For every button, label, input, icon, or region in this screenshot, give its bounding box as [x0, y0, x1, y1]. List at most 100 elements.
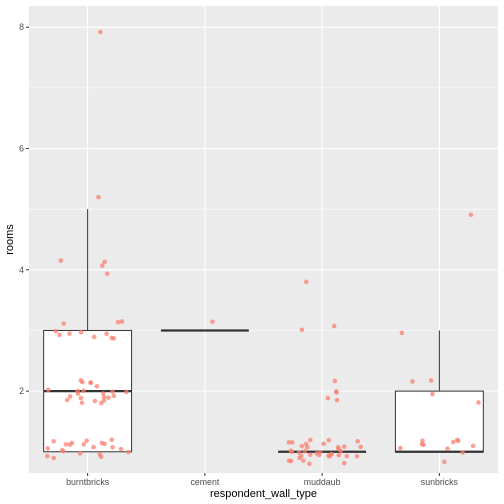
x-tick-label: muddaub: [304, 477, 341, 487]
data-point: [45, 446, 51, 451]
data-point: [307, 437, 313, 443]
data-point: [286, 440, 292, 445]
data-point: [307, 461, 312, 467]
data-point: [296, 450, 302, 455]
data-point: [428, 378, 434, 383]
data-point: [115, 319, 121, 325]
jitter-points: [45, 29, 481, 467]
data-point: [329, 451, 334, 457]
data-point: [91, 334, 97, 340]
data-point: [326, 437, 332, 443]
data-point: [341, 444, 347, 449]
data-point: [460, 450, 465, 455]
data-point: [51, 438, 56, 444]
data-point: [100, 263, 105, 268]
data-point: [303, 441, 309, 447]
data-point: [302, 448, 307, 454]
data-point: [67, 331, 72, 336]
data-point: [57, 332, 62, 338]
data-point: [334, 397, 340, 403]
x-tick-label: burntbricks: [66, 477, 110, 487]
data-point: [332, 378, 338, 384]
box-burntbricks: [43, 209, 133, 453]
y-tick-label: 8: [19, 22, 24, 32]
data-point: [102, 259, 107, 265]
data-point: [445, 446, 450, 452]
data-point: [468, 212, 474, 218]
data-point: [78, 329, 84, 335]
data-point: [111, 393, 117, 399]
x-axis-ticks: burntbricks cement muddaub sunbricks: [66, 473, 459, 487]
data-point: [358, 444, 363, 450]
data-point: [101, 394, 107, 400]
data-point: [88, 380, 94, 385]
data-point: [109, 437, 115, 443]
data-point: [288, 458, 294, 464]
data-point: [119, 319, 125, 324]
data-point: [81, 388, 86, 394]
data-point: [314, 451, 319, 456]
data-point: [100, 391, 106, 396]
box-sunbricks: [394, 330, 484, 453]
data-point: [110, 389, 115, 394]
data-point: [53, 328, 59, 334]
data-point: [94, 383, 100, 389]
data-point: [354, 453, 360, 459]
x-tick-label: cement: [190, 477, 219, 487]
box-rect: [394, 390, 484, 453]
data-point: [102, 441, 108, 447]
data-point: [297, 455, 302, 461]
data-point: [450, 439, 456, 445]
data-point: [299, 443, 305, 449]
data-point: [58, 258, 64, 263]
data-point: [77, 451, 83, 456]
data-point: [97, 451, 103, 457]
data-point: [84, 438, 89, 444]
data-point: [289, 440, 295, 445]
data-point: [75, 391, 81, 396]
data-point: [419, 441, 425, 447]
x-axis-title: respondent_wall_type: [210, 488, 317, 500]
data-point: [398, 445, 403, 451]
data-point: [111, 336, 117, 341]
data-point: [341, 460, 347, 466]
data-point: [91, 444, 96, 450]
data-point: [336, 453, 342, 458]
data-point: [110, 444, 115, 450]
data-point: [99, 400, 104, 406]
data-point: [124, 389, 129, 395]
y-axis-title: rooms: [4, 224, 16, 255]
data-point: [331, 323, 337, 329]
data-point: [301, 458, 306, 463]
data-point: [336, 446, 341, 451]
data-point: [61, 321, 67, 326]
y-tick-label: 4: [19, 265, 24, 275]
data-point: [325, 395, 331, 401]
data-point: [399, 330, 405, 336]
data-point: [355, 439, 360, 444]
data-point: [67, 394, 73, 399]
data-point: [441, 459, 447, 465]
data-point: [344, 453, 350, 459]
data-point: [210, 319, 215, 325]
data-point: [69, 440, 75, 446]
data-point: [45, 453, 50, 459]
data-point: [334, 390, 339, 395]
data-point: [104, 331, 109, 337]
data-point: [106, 395, 111, 401]
data-point: [410, 379, 415, 384]
data-point: [51, 455, 57, 461]
data-point: [96, 194, 101, 200]
data-point: [307, 452, 313, 458]
y-tick-label: 2: [19, 386, 24, 396]
data-point: [299, 327, 305, 333]
y-axis-ticks: 2 4 6 8: [19, 22, 29, 396]
data-point: [289, 449, 295, 455]
data-point: [430, 391, 435, 397]
data-point: [470, 443, 476, 449]
data-point: [98, 29, 103, 35]
data-point: [59, 447, 65, 453]
data-point: [125, 449, 131, 455]
